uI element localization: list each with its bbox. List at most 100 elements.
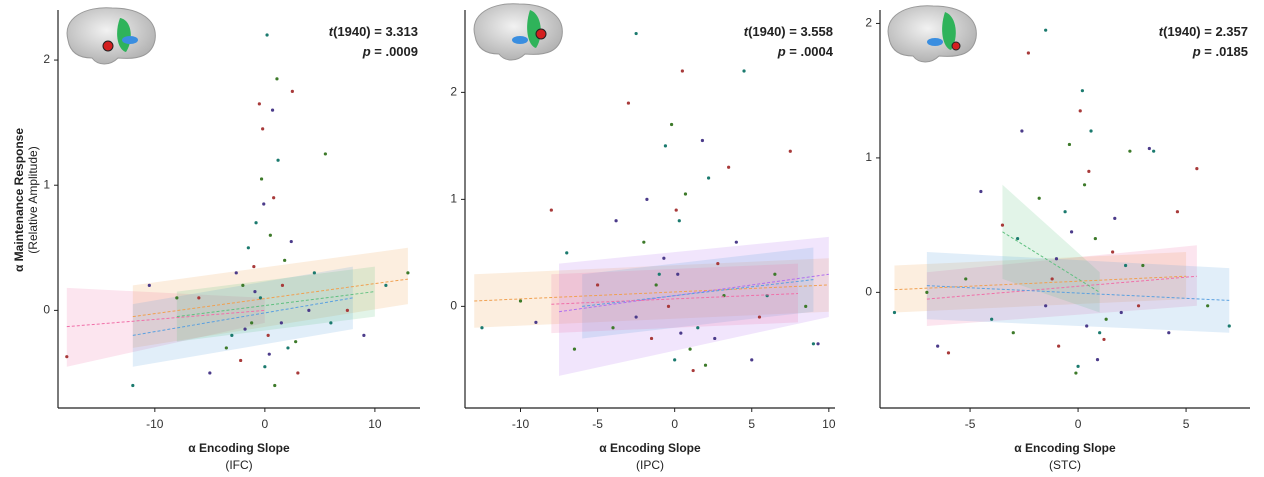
data-point [147, 283, 151, 287]
data-point [816, 342, 820, 346]
data-point [1026, 51, 1030, 55]
data-point [683, 192, 688, 196]
fit-line [551, 293, 799, 305]
data-point [663, 144, 668, 148]
data-point [892, 310, 897, 315]
data-point [1078, 109, 1082, 113]
x-tick-label: 0 [262, 417, 269, 431]
data-point [679, 331, 683, 335]
confidence-band [176, 266, 375, 342]
data-point [1113, 216, 1117, 221]
fit-line [894, 275, 1187, 291]
data-point [296, 371, 300, 375]
data-point [626, 101, 631, 105]
data-point [267, 352, 271, 356]
data-point [131, 383, 135, 388]
stat-annotation: t(1940) = 3.558 [744, 24, 833, 39]
data-point [250, 321, 254, 325]
data-point [175, 296, 179, 300]
data-point [757, 315, 762, 319]
data-point [946, 351, 951, 355]
data-point [279, 321, 283, 325]
stat-annotation: p = .0009 [362, 44, 418, 59]
data-point [268, 233, 272, 237]
data-point [243, 327, 247, 331]
data-point [595, 283, 600, 287]
y-tick-label: 0 [450, 299, 457, 313]
x-tick-label: -5 [592, 417, 603, 431]
stat-annotation: t(1940) = 2.357 [1159, 24, 1248, 39]
data-point [688, 347, 692, 351]
data-point [634, 315, 638, 319]
data-point [294, 340, 298, 344]
data-point [197, 296, 201, 300]
data-point [270, 108, 275, 112]
data-point [979, 189, 983, 194]
data-point [1167, 331, 1171, 335]
data-point [611, 326, 615, 330]
data-point [1123, 263, 1128, 268]
data-point [362, 333, 366, 338]
fit-line [1002, 231, 1100, 293]
data-point [716, 261, 720, 266]
data-point [266, 333, 270, 338]
data-point [312, 271, 316, 275]
fit-line [132, 297, 353, 336]
data-point [234, 271, 238, 275]
x-axis-label: α Encoding Slope [1014, 441, 1116, 455]
data-point [1080, 89, 1084, 93]
data-point [329, 321, 333, 325]
data-point [1076, 364, 1080, 368]
x-axis-sublabel: (IPC) [636, 458, 664, 472]
data-point [384, 283, 388, 287]
data-point [246, 246, 250, 250]
data-point [676, 272, 680, 276]
y-tick-label: 0 [865, 285, 872, 299]
data-point [662, 256, 666, 260]
data-point [224, 346, 228, 350]
data-point [1069, 230, 1074, 234]
data-point [1015, 236, 1020, 241]
data-point [262, 202, 266, 206]
panel: 0 1 2 -10 -5 0 5 10 α Encoding Slope (IPC) t(1940)… [450, 10, 836, 472]
x-tick-label: -10 [512, 417, 530, 431]
confidence-band [926, 245, 1197, 326]
panel: 0 1 2 -10 0 10 α Encoding Slope (IFC) α Maintena… [12, 10, 420, 472]
data-point [1067, 142, 1072, 147]
data-point [480, 326, 484, 330]
data-point [1093, 236, 1097, 241]
y-tick-label: 2 [865, 16, 872, 30]
data-point [518, 299, 523, 303]
data-point [1037, 196, 1041, 200]
data-point [273, 383, 277, 388]
data-point [788, 149, 792, 153]
data-point [811, 342, 816, 346]
data-point [272, 196, 276, 200]
fit-line [132, 278, 408, 318]
brain-icon [473, 3, 563, 61]
panel: 0 1 2 -5 0 5 α Encoding Slope (STC) t(1940) = 2.… [865, 10, 1250, 472]
data-point [964, 277, 968, 281]
data-point [654, 283, 658, 287]
stat-annotation: p = .0185 [1192, 44, 1248, 59]
data-point [1087, 169, 1091, 173]
data-point [742, 69, 746, 73]
data-point [230, 333, 234, 338]
data-point [323, 152, 327, 156]
data-point [1044, 28, 1048, 32]
data-point [1074, 371, 1078, 375]
data-point [666, 304, 671, 308]
x-tick-label: -5 [965, 417, 976, 431]
x-axis-label: α Encoding Slope [188, 441, 290, 455]
data-point [263, 365, 267, 369]
x-tick-label: 5 [748, 417, 755, 431]
confidence-band [551, 263, 798, 334]
y-tick-label: 0 [43, 303, 50, 317]
data-point [254, 221, 258, 225]
x-axis-label: α Encoding Slope [599, 441, 701, 455]
data-point [691, 368, 695, 373]
data-point [706, 176, 711, 180]
brain-icon [66, 7, 156, 65]
brain-icon [887, 5, 977, 63]
